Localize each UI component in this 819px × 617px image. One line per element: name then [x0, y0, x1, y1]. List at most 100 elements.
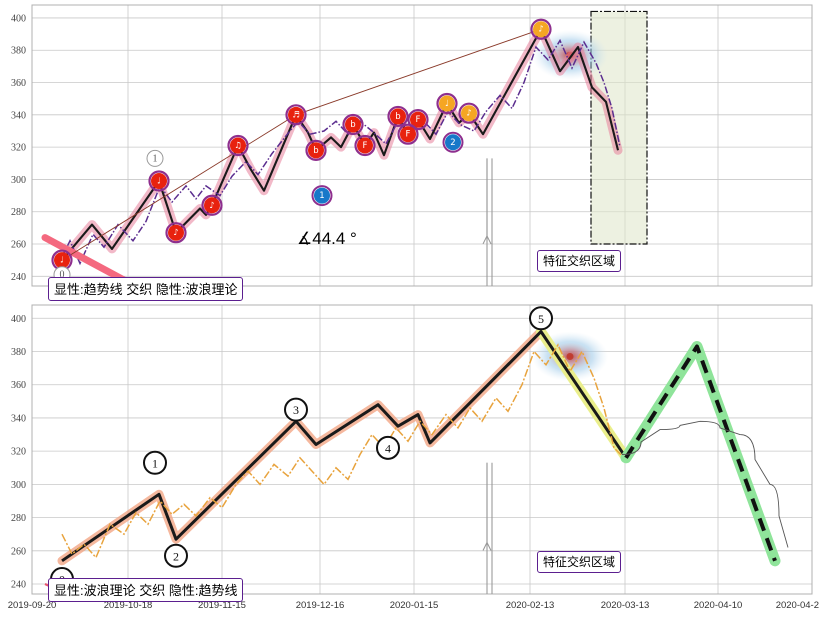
numbered-marker-ring [442, 131, 464, 153]
wave-marker-dot[interactable] [345, 116, 361, 133]
wave-marker-ring [342, 113, 364, 136]
feature-zone-box [590, 10, 648, 245]
wave-marker-label: ♫ [234, 141, 242, 151]
wave-marker-dot[interactable] [533, 21, 549, 38]
wave-count-marker[interactable] [284, 397, 308, 422]
y-axis-tick-label: 280 [11, 207, 26, 218]
wave-count-label: 4 [385, 441, 391, 455]
wave-marker-dot[interactable] [288, 106, 304, 123]
y-axis-tick-label: 320 [11, 447, 26, 458]
hidden-price-overlay [61, 343, 625, 559]
wave-marker-ring [458, 102, 480, 124]
wave-marker-ring [285, 104, 307, 126]
wave-marker-label: ♩ [157, 177, 161, 187]
x-axis-tick-label: 2019-11-15 [198, 600, 246, 611]
x-axis-tick-label: 2020-02-13 [506, 600, 555, 611]
thin-upper-channel [61, 28, 542, 261]
x-axis-tick-labels: 2019-09-20 2019-10-18 2019-11-15 2019-12-16… [8, 600, 819, 611]
wave-marker-label: ♪ [538, 25, 543, 35]
wave-marker-dot[interactable] [390, 108, 406, 125]
y-axis-tick-label: 260 [11, 240, 26, 251]
y-axis-tick-label: 240 [11, 272, 26, 283]
y-axis-tick-label: 400 [11, 13, 26, 24]
top-legend-box: 显性:趋势线 交织 隐性:波浪理论 [48, 277, 244, 301]
y-axis-tick-label: 300 [11, 480, 26, 491]
y-axis-tick-label: 240 [11, 580, 26, 591]
wave-count-marker[interactable] [146, 149, 164, 167]
wave-count-marker[interactable] [376, 435, 400, 460]
y-axis-tick-label: 360 [11, 78, 26, 89]
numbered-marker-label: 1 [319, 191, 324, 201]
wave-marker-ring [397, 123, 419, 145]
x-axis-tick-label: 2020-04-10 [694, 600, 743, 611]
highlight-blob-core [566, 352, 574, 360]
top-legend-label: 显性:趋势线 交织 隐性:波浪理论 [54, 282, 238, 297]
wave-marker-label: ♪ [173, 228, 178, 238]
wave-marker-dot[interactable] [400, 126, 416, 143]
angle-annotation-label: ∡44.4 ° [297, 229, 357, 248]
forecast-dashed-path [624, 344, 777, 562]
wave-marker-dot[interactable] [54, 252, 70, 269]
wave-marker-dot[interactable] [410, 111, 426, 128]
wave-marker-dot[interactable] [168, 224, 184, 241]
wave-count-label: 3 [293, 403, 299, 417]
y-axis-tick-label: 260 [11, 546, 26, 557]
wave-marker-label: F [363, 141, 368, 151]
forecast-glow [620, 341, 781, 567]
numbered-marker-dot[interactable] [314, 187, 330, 204]
wave-marker-dot[interactable] [230, 137, 246, 154]
bottom-legend-box: 显性:波浪理论 交织 隐性:趋势线 [48, 578, 244, 602]
wave-marker-ring [407, 109, 429, 131]
y-axis-tick-label: 380 [11, 347, 26, 358]
wave-marker-ring [530, 18, 552, 40]
wave-marker-label: ♪ [209, 201, 214, 211]
wave-marker-label: b [395, 112, 400, 122]
bottom-chart-panel: 240260280300320340360380400012345 [11, 304, 813, 595]
wave-marker-dot[interactable] [204, 197, 220, 214]
wave-marker-ring [387, 105, 409, 128]
y-axis-tick-label: 300 [11, 175, 26, 186]
wave-count-marker[interactable] [164, 543, 188, 568]
wave-count-marker[interactable] [529, 306, 553, 331]
wave-count-label: 1 [153, 153, 158, 164]
y-axis-tick-label: 380 [11, 46, 26, 57]
bottom-feature-zone-callout: 特征交织区域 [537, 551, 622, 573]
forecast-dashed-path [626, 376, 775, 571]
wave-marker-dot[interactable] [357, 137, 373, 154]
numbered-marker-dot[interactable] [445, 134, 461, 151]
x-axis-tick-label: 2019-10-18 [104, 600, 153, 611]
wave-marker-dot[interactable] [439, 95, 455, 112]
numbered-marker-label: 2 [450, 138, 455, 148]
y-axis-tick-label: 400 [11, 314, 26, 325]
wave-marker-label: b [313, 146, 318, 156]
wave-count-label: 2 [173, 549, 179, 563]
x-axis-tick-label: 2020-03-13 [601, 600, 650, 611]
wave-marker-dot[interactable] [151, 173, 167, 190]
wave-impulse [61, 330, 628, 563]
plot-frame [31, 304, 813, 595]
y-axis-tick-label: 360 [11, 380, 26, 391]
wave-marker-ring [148, 170, 170, 192]
wave-marker-ring [305, 139, 327, 161]
hidden-price-overlay [61, 38, 621, 266]
wave-marker-dot[interactable] [461, 105, 477, 122]
forecast-arc [621, 420, 789, 548]
bottom-callout-label: 特征交织区域 [543, 555, 616, 569]
wave-marker-label: b [350, 120, 355, 130]
wave-marker-ring [201, 194, 223, 216]
wave-count-marker[interactable] [143, 450, 167, 475]
numbered-marker-ring [311, 185, 333, 207]
wave-marker-label: ♩ [60, 256, 64, 266]
x-axis-tick-label: 2020-04-29 [776, 600, 819, 611]
y-axis-tick-label: 320 [11, 143, 26, 154]
wave-marker-ring [436, 92, 458, 115]
top-callout-label: 特征交织区域 [543, 254, 616, 268]
x-axis-tick-label: 2019-09-20 [8, 600, 57, 611]
wave-marker-ring [165, 222, 187, 244]
x-axis-tick-label: 2020-01-15 [390, 600, 439, 611]
wave-marker-dot[interactable] [308, 142, 324, 159]
